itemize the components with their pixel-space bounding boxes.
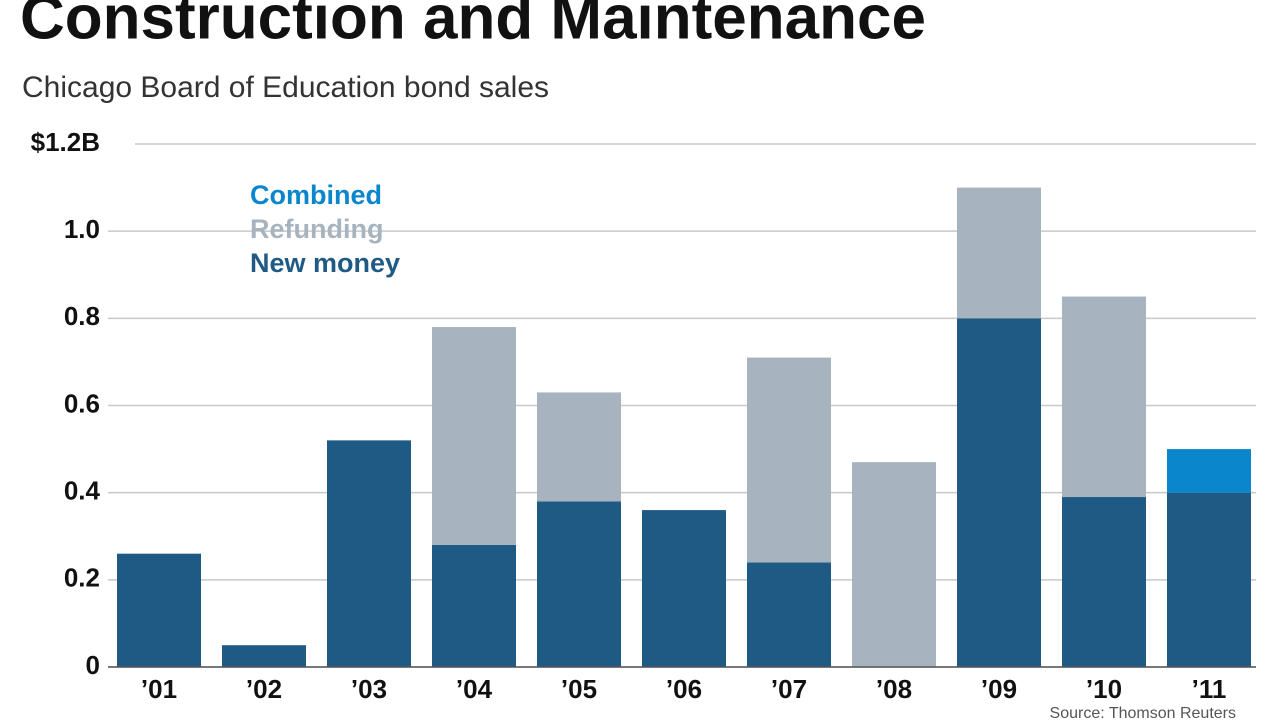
- x-tick-label: ’02: [246, 674, 282, 704]
- bar-segment: [957, 318, 1041, 667]
- y-tick-label: 0.8: [64, 301, 100, 331]
- bar-segment: [222, 645, 306, 667]
- x-tick-label: ’10: [1086, 674, 1122, 704]
- bar-segment: [747, 357, 831, 563]
- bar-segment: [537, 392, 621, 502]
- bar-segment: [747, 562, 831, 667]
- x-tick-label: ’03: [351, 674, 387, 704]
- legend-label: Refunding: [250, 214, 383, 244]
- bar-segment: [327, 440, 411, 667]
- x-tick-label: ’01: [141, 674, 177, 704]
- x-tick-label: ’04: [456, 674, 493, 704]
- x-tick-label: ’06: [666, 674, 702, 704]
- y-tick-label: 0: [86, 650, 100, 680]
- bar-segment: [1062, 497, 1146, 667]
- source: Source: Thomson Reuters: [1050, 705, 1236, 720]
- bar-segment: [642, 510, 726, 667]
- x-tick-label: ’09: [981, 674, 1017, 704]
- x-tick-label: ’11: [1192, 674, 1227, 704]
- legend-label: Combined: [250, 180, 382, 210]
- bar-segment: [432, 327, 516, 545]
- bar-segment: [1167, 492, 1251, 667]
- x-tick-label: ’07: [771, 674, 807, 704]
- bar-segment: [1167, 449, 1251, 493]
- y-tick-label: 0.4: [64, 476, 101, 506]
- chart-subtitle: Chicago Board of Education bond sales: [22, 71, 549, 104]
- bar-segment: [957, 187, 1041, 319]
- y-tick-label: 0.6: [64, 388, 100, 418]
- bar-segment: [117, 553, 201, 667]
- x-tick-label: ’08: [876, 674, 912, 704]
- bar-segment: [1062, 296, 1146, 498]
- y-tick-label: 1.0: [64, 214, 100, 244]
- bar-segment: [432, 544, 516, 667]
- bar-segment: [852, 462, 936, 667]
- bar-segment: [537, 501, 621, 667]
- y-tick-label: 0.2: [64, 563, 100, 593]
- legend-label: New money: [250, 248, 400, 278]
- y-tick-label: $1.2B: [31, 127, 100, 157]
- x-tick-label: ’05: [561, 674, 597, 704]
- chart-title: Construction and Maintenance: [20, 0, 926, 52]
